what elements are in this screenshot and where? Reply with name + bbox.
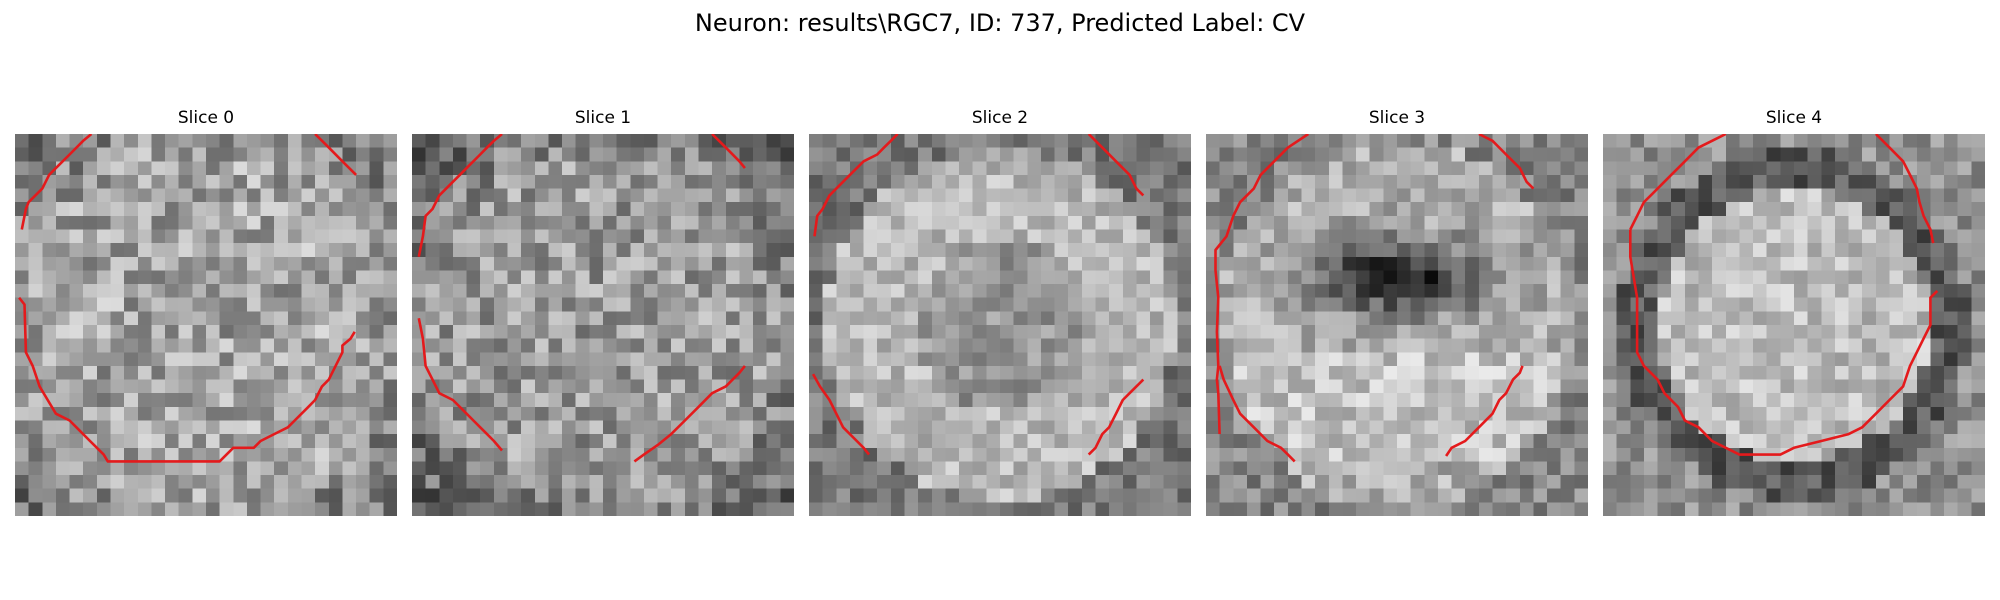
slice-4-contour [1628,134,1939,456]
slice-0-contour [18,134,358,463]
slice-1-contour [417,134,746,463]
slice-4-contour-segment [1628,229,1939,456]
slice-2-contour-segment [811,373,871,456]
slice-1-contour-segment [417,317,503,452]
slice-1-image [412,134,794,516]
slice-3-contour-segment [1445,365,1524,457]
slice-4-title: Slice 4 [1765,108,1823,128]
slice-2-contour-segment [1087,378,1145,456]
slice-2-contour [811,134,1145,456]
figure-title: Neuron: results\RGC7, ID: 737, Predicted… [694,9,1306,37]
slice-2-image [809,134,1191,516]
slice-2-contour-segment [1087,134,1145,197]
slice-4-contour-segment [1629,134,1727,231]
slice-0-contour-segment [18,296,356,463]
slice-3-contour-segment [1478,134,1535,190]
slice-1-title: Slice 1 [574,108,632,128]
slice-3-contour-segment [1218,365,1296,463]
slice-0-contour-segment [314,134,358,176]
slice-3-contour [1214,134,1535,463]
slice-1-contour-segment [711,134,746,169]
slice-2-title: Slice 2 [971,108,1029,128]
slice-2-contour-segment [813,134,899,237]
slice-3-image [1206,134,1588,516]
slice-1-contour-segment [633,365,746,463]
slice-0-contour-segment [20,134,93,230]
slice-1-contour-segment [417,134,503,258]
slice-3-contour-segment [1214,134,1310,435]
slice-4-contour-segment [1874,134,1935,244]
slice-0-title: Slice 0 [177,108,235,128]
slice-3-title: Slice 3 [1368,108,1426,128]
slice-0-image [15,134,397,516]
slice-4-image [1603,134,1985,516]
